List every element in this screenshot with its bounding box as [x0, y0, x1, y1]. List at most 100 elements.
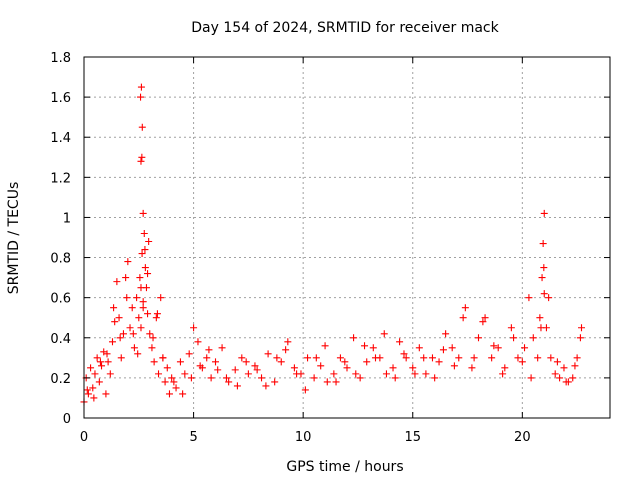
data-point — [185, 350, 193, 358]
data-point — [214, 366, 222, 374]
data-point — [317, 362, 325, 370]
data-point — [130, 344, 138, 352]
data-point — [468, 364, 476, 372]
data-point — [518, 358, 526, 366]
data-point — [106, 370, 114, 378]
data-point — [551, 370, 559, 378]
y-tick-label: 1.4 — [50, 131, 71, 146]
data-point — [163, 364, 171, 372]
data-point — [553, 358, 561, 366]
data-point — [562, 378, 570, 386]
y-tick-label: 1.2 — [50, 171, 71, 186]
data-point — [141, 264, 149, 272]
x-tick-label: 10 — [295, 430, 312, 445]
data-point — [253, 366, 261, 374]
data-point — [93, 354, 101, 362]
data-point — [262, 382, 270, 390]
data-point — [382, 370, 390, 378]
data-point — [356, 374, 364, 382]
data-point — [137, 93, 145, 101]
data-point — [110, 304, 118, 312]
data-point — [90, 394, 98, 402]
data-point — [409, 364, 417, 372]
data-point — [422, 370, 430, 378]
data-point — [525, 294, 533, 302]
data-point — [119, 330, 127, 338]
data-point — [170, 378, 178, 386]
data-point — [153, 310, 161, 318]
data-point — [108, 338, 116, 346]
data-point — [304, 354, 312, 362]
data-point — [141, 246, 149, 254]
data-points — [80, 83, 586, 406]
data-point — [113, 278, 121, 286]
data-point — [122, 274, 130, 282]
data-point — [363, 358, 371, 366]
data-point — [233, 382, 241, 390]
data-point — [244, 370, 252, 378]
data-point — [139, 298, 147, 306]
data-point — [537, 324, 545, 332]
data-point — [138, 123, 146, 131]
data-point — [149, 334, 157, 342]
data-point — [137, 83, 145, 91]
data-point — [391, 374, 399, 382]
data-point — [527, 374, 535, 382]
data-point — [310, 374, 318, 382]
data-point — [159, 354, 167, 362]
data-point — [538, 274, 546, 282]
data-point — [251, 362, 259, 370]
data-point — [420, 354, 428, 362]
y-tick-label: 0 — [63, 412, 71, 427]
data-point — [323, 378, 331, 386]
chart-title: Day 154 of 2024, SRMTID for receiver mac… — [191, 20, 499, 36]
data-point — [534, 354, 542, 362]
data-point — [207, 374, 215, 382]
data-point — [321, 342, 329, 350]
data-point — [116, 334, 124, 342]
data-point — [84, 390, 92, 398]
data-point — [138, 153, 146, 161]
data-point — [194, 338, 202, 346]
data-point — [556, 374, 564, 382]
data-point — [196, 362, 204, 370]
x-axis-label: GPS time / hours — [286, 459, 403, 475]
data-point — [490, 342, 498, 350]
data-point — [540, 264, 548, 272]
data-point — [124, 258, 132, 266]
data-point — [578, 324, 586, 332]
data-point — [481, 314, 489, 322]
data-point — [98, 362, 106, 370]
data-point — [488, 354, 496, 362]
data-point — [96, 358, 104, 366]
data-point — [139, 304, 147, 312]
data-point — [181, 370, 189, 378]
data-point — [411, 370, 419, 378]
data-point — [179, 390, 187, 398]
data-point — [126, 324, 134, 332]
data-point — [442, 330, 450, 338]
data-point — [111, 318, 119, 326]
data-point — [135, 314, 143, 322]
y-tick-label: 1.6 — [50, 91, 71, 106]
data-point — [155, 370, 163, 378]
data-point — [341, 358, 349, 366]
data-point — [336, 354, 344, 362]
data-point — [402, 354, 410, 362]
data-point — [284, 338, 292, 346]
data-point — [547, 354, 555, 362]
data-point — [573, 354, 581, 362]
data-point — [187, 374, 195, 382]
data-point — [540, 290, 548, 298]
data-point — [152, 314, 160, 322]
data-point — [389, 364, 397, 372]
y-axis: 0 0.2 0.4 0.6 0.8 1 1.2 1.4 1.6 1.8 — [50, 51, 610, 427]
data-point — [277, 358, 285, 366]
y-axis-label: SRMTID / TECUs — [6, 182, 22, 295]
data-point — [380, 330, 388, 338]
y-tick-label: 0.2 — [50, 372, 71, 387]
data-point — [148, 344, 156, 352]
x-tick-label: 20 — [514, 430, 531, 445]
data-point — [139, 209, 147, 217]
